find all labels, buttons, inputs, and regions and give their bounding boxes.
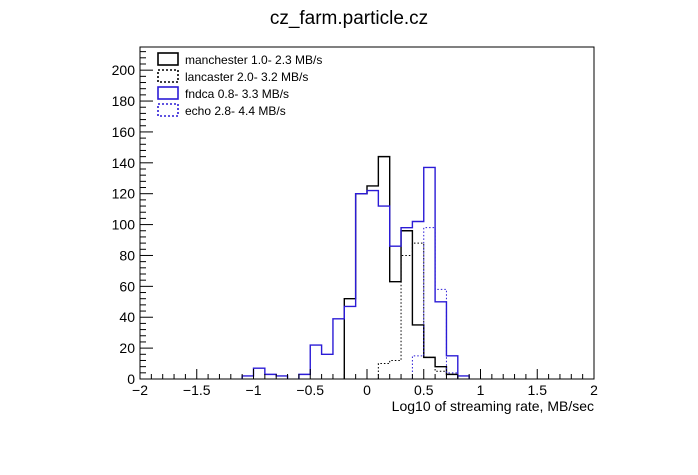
x-tick-label: −2 (132, 382, 148, 398)
histogram-bin (367, 191, 378, 379)
y-tick-label: 200 (112, 62, 136, 78)
x-tick-label: 1 (477, 382, 485, 398)
histogram-bin (446, 356, 457, 379)
legend-swatch (157, 69, 179, 83)
histogram-bin (344, 306, 355, 379)
legend-entry: lancaster 2.0- 3.2 MB/s (157, 69, 308, 84)
histogram-bin (401, 231, 412, 379)
histogram-bin (424, 357, 435, 379)
x-tick-label: 0.5 (414, 382, 434, 398)
histogram-bin (412, 325, 423, 379)
histogram-bin (344, 299, 355, 379)
y-tick-label: 140 (112, 155, 136, 171)
y-tick-label: 180 (112, 93, 136, 109)
series-outline (241, 166, 470, 379)
legend-entry: echo 2.8- 4.4 MB/s (157, 103, 286, 118)
histogram-bin (401, 228, 412, 379)
histogram-bin (424, 228, 435, 379)
y-tick-label: 40 (119, 309, 135, 325)
y-tick-label: 160 (112, 124, 136, 140)
histogram-bin (435, 367, 446, 379)
legend-swatch (157, 52, 179, 66)
histogram-bin (333, 319, 344, 379)
legend-entry: fndca 0.8- 3.3 MB/s (157, 86, 289, 101)
histogram-bin (378, 157, 389, 379)
histogram-bin (401, 255, 412, 379)
histogram-bin (390, 282, 401, 379)
histogram-bin (412, 243, 423, 379)
y-tick-label: 20 (119, 340, 135, 356)
y-tick-label: 60 (119, 278, 135, 294)
series-3 (411, 227, 459, 379)
histogram-bin (390, 360, 401, 379)
x-tick-label: −1.5 (183, 382, 211, 398)
legend-label: fndca 0.8- 3.3 MB/s (185, 87, 289, 101)
x-tick-label: −1 (246, 382, 262, 398)
legend-swatch (157, 103, 179, 117)
histogram-bin (367, 186, 378, 379)
series-outline (411, 227, 459, 379)
legend-label: echo 2.8- 4.4 MB/s (185, 104, 286, 118)
histogram-bin (322, 354, 333, 379)
histogram-bin (356, 194, 367, 379)
y-tick-label: 0 (127, 371, 135, 387)
histogram-bin (435, 302, 446, 379)
histogram-bin (378, 206, 389, 379)
x-tick-label: −0.5 (296, 382, 324, 398)
axis-layer: −2 −1.5 −1 −0.5 0 0.5 1 1.5 20204060801001201401… (112, 51, 598, 398)
x-axis-label: Log10 of streaming rate, MB/sec (392, 398, 594, 414)
series-2 (241, 166, 470, 379)
legend-label: manchester 1.0- 2.3 MB/s (185, 53, 322, 67)
histogram-bin (412, 356, 423, 379)
x-tick-label: 1.5 (528, 382, 548, 398)
y-tick-label: 80 (119, 247, 135, 263)
histogram-bin (424, 357, 435, 379)
histogram-bin (390, 246, 401, 379)
histogram-bin (435, 289, 446, 379)
histogram-bin (310, 345, 321, 379)
y-tick-label: 120 (112, 186, 136, 202)
histogram-bin (254, 368, 265, 379)
histogram-bin (356, 194, 367, 379)
histogram-bin (435, 371, 446, 379)
legend: manchester 1.0- 2.3 MB/s lancaster 2.0- 3… (157, 52, 322, 118)
legend-entry: manchester 1.0- 2.3 MB/s (157, 52, 322, 67)
histogram-bin (424, 167, 435, 379)
y-tick-label: 100 (112, 217, 136, 233)
histogram-bin (378, 364, 389, 379)
x-tick-label: 0 (363, 382, 371, 398)
chart-title: cz_farm.particle.cz (270, 8, 428, 29)
legend-label: lancaster 2.0- 3.2 MB/s (185, 70, 308, 84)
series-layer (241, 155, 470, 379)
legend-swatch (157, 86, 179, 100)
x-tick-label: 2 (590, 382, 598, 398)
